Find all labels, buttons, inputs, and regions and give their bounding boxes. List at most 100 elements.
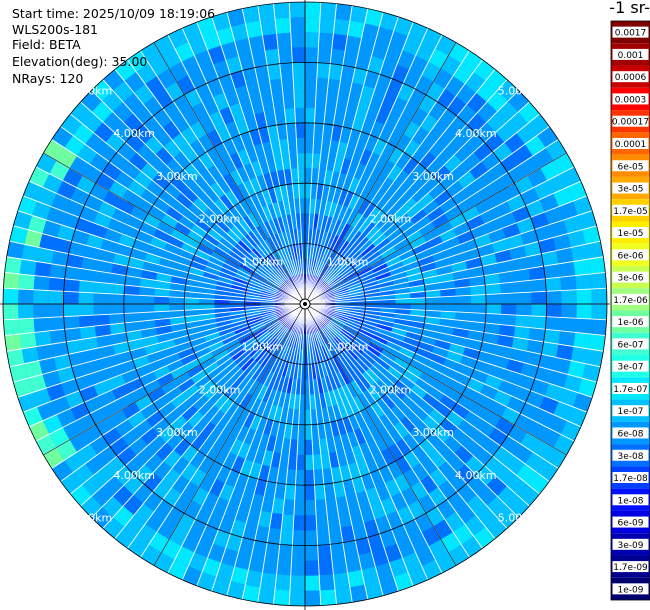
ray-gate [515,315,532,328]
ray-gate [343,245,356,260]
ray-gate [422,415,440,433]
ray-gate [567,181,587,202]
ray-gate [174,221,192,237]
ray-gate [154,288,170,297]
ray-gate [274,268,286,282]
ray-gate [401,197,418,214]
ray-gate [102,427,122,447]
ray-gate [51,250,69,267]
ray-gate [299,394,305,410]
ray-gate [305,424,313,440]
ray-gate [400,102,419,121]
ray-gate [317,544,332,561]
ray-gate [500,314,517,327]
ray-gate [385,203,402,219]
ray-gate [340,330,354,343]
ray-gate [345,247,359,262]
ray-gate [234,551,252,570]
ray-gate [37,401,57,421]
ray-gate [21,244,40,262]
ray-gate [305,2,321,18]
ray-gate [272,217,282,234]
ray-gate [379,177,394,195]
colorbar-tick-box [612,115,649,127]
ray-gap [304,303,322,606]
ray-gate [277,248,287,264]
ray-gate [407,22,428,42]
ray-gap [35,303,306,442]
ray-gate [174,546,195,567]
ray-gate [238,374,252,390]
colorbar-unit-label: -1 sr- [609,0,650,17]
ray-gate [49,329,67,345]
ray-gate [469,161,489,180]
ray-gate [406,410,423,428]
ray-gate [23,406,43,427]
ray-gap [304,303,530,507]
ray-gate [325,497,339,515]
ray-gap [304,101,530,305]
ray-gap [304,5,353,305]
ray-gate [280,284,294,296]
ray-gate [327,341,338,357]
ray-gate [262,314,278,323]
ray-gate [237,354,252,369]
ray-gate [226,8,246,27]
center-marker-dot [303,302,307,306]
ray-gate [469,188,489,206]
ray-gate [371,548,389,567]
ray-gate [379,374,395,390]
ray-gate [409,163,427,181]
ray-gate [375,26,394,46]
ray-gate [450,162,470,181]
ray-gate [431,379,449,395]
ray-gate [358,218,372,234]
ray-gate [222,173,238,191]
ray-gate [300,213,305,229]
ray-gate [139,371,158,387]
ray-gate [323,360,333,376]
ray-gate [282,314,295,326]
ray-gap [181,27,306,305]
ray-gate [143,116,163,136]
ray-gate [261,95,275,112]
ray-gate [60,378,80,396]
ray-gate [348,508,364,526]
ray-gate [516,304,532,316]
ray-gate [315,92,328,109]
ray-gate [415,546,436,567]
ray-gap [304,303,519,518]
ray-gate [335,496,349,513]
ray-gate [280,264,290,279]
ray-gate [152,172,171,190]
ray-gate [316,347,324,363]
ray-gate [313,469,324,485]
ray-gate [473,142,493,162]
ray-gate [53,237,72,254]
ray-gate [266,255,279,269]
ray-gate [488,427,508,447]
ray-gate [348,285,364,293]
ray-gate [520,229,539,246]
ray-gate [367,386,382,402]
ray-gate [377,280,394,289]
ray-gap [304,303,601,368]
ray-gate [305,454,314,471]
ray-gate [226,229,241,244]
ray-gate [305,198,311,214]
ray-gate [401,254,418,267]
range-label: 5.00km [498,512,540,525]
ray-gate [331,281,346,291]
ray-gate [380,430,396,448]
ray-gate [320,453,331,470]
ray-gate [284,315,296,328]
ray-gate [420,475,439,494]
ray-gate [328,374,338,391]
ray-gate [146,180,165,198]
ray-gate [364,455,379,474]
ray-gate [268,219,278,236]
ray-gate [372,451,388,470]
ray-gate [436,442,455,462]
ray-gate [113,505,134,527]
ray-gate [359,148,373,167]
